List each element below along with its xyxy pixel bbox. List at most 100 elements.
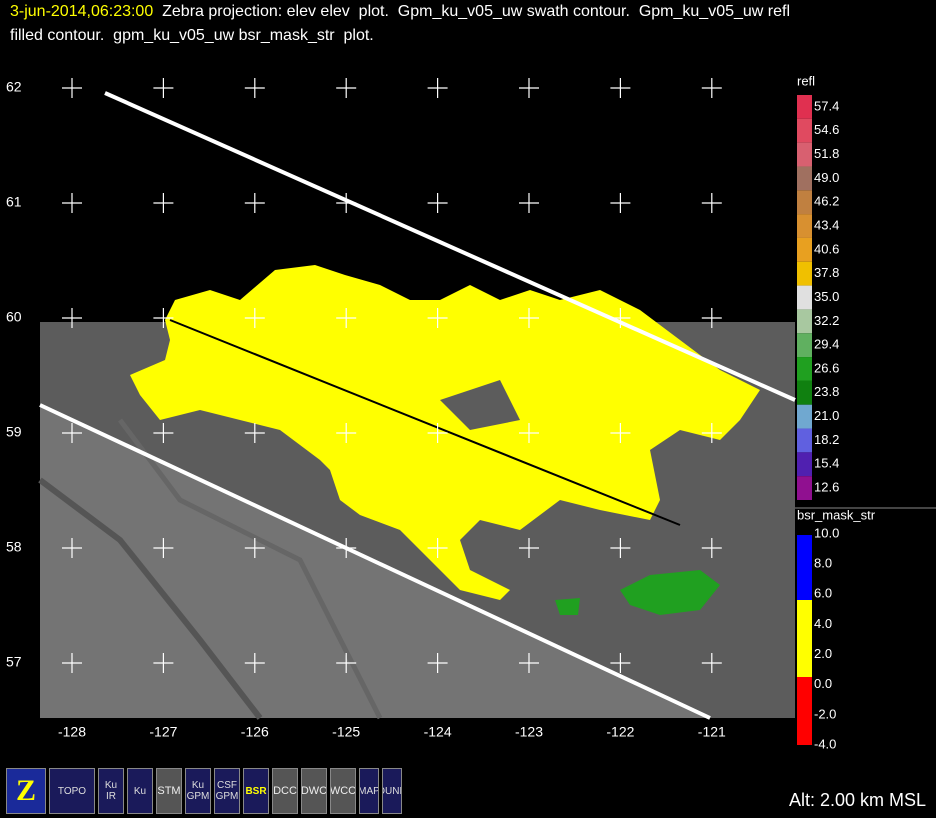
terrain-valley	[38, 477, 263, 720]
legend-swatch	[797, 452, 812, 477]
grid-cross	[701, 538, 722, 558]
legend-label: 15.4	[814, 456, 839, 471]
grid-cross	[610, 653, 631, 673]
grid-cross	[701, 78, 722, 98]
toolbar-button[interactable]: BSR	[243, 768, 269, 814]
legend-label: -4.0	[814, 736, 836, 751]
legend-label: 43.4	[814, 217, 839, 232]
grid-cross	[610, 308, 631, 328]
swath-edge	[39, 403, 711, 720]
grid-cross	[701, 193, 722, 213]
grid-cross	[153, 423, 174, 443]
grid-cross	[427, 653, 448, 673]
lon-label: -122	[606, 724, 634, 740]
legend-swatch	[797, 261, 812, 286]
toolbar-button[interactable]: DCC	[272, 768, 298, 814]
header-text: Zebra projection: elev elev plot. Gpm_ku…	[162, 3, 791, 20]
legend-swatch	[797, 237, 812, 262]
cross-section-line	[169, 319, 681, 526]
grid-cross	[701, 423, 722, 443]
legend-label: 35.0	[814, 289, 839, 304]
grid-cross	[519, 653, 539, 673]
terrain-valley	[118, 418, 383, 720]
grid-cross	[336, 423, 357, 443]
grid-cross	[427, 78, 448, 98]
grid-cross	[336, 308, 357, 328]
grid-cross	[62, 193, 82, 213]
legend-label: 40.6	[814, 241, 839, 256]
lat-label: 59	[6, 424, 22, 440]
legend-label: 12.6	[814, 480, 839, 495]
grid-cross	[427, 193, 448, 213]
legend-label: 4.0	[814, 616, 832, 631]
legend-swatch	[797, 404, 812, 429]
bsr-swatch	[797, 535, 812, 600]
toolbar-button[interactable]: DWC	[301, 768, 327, 814]
legend-swatch	[797, 309, 812, 334]
legend-title: refl	[797, 73, 815, 88]
grid-cross	[610, 78, 631, 98]
lat-label: 58	[6, 539, 22, 555]
grid-cross	[610, 538, 631, 558]
legend-swatch	[797, 333, 812, 358]
legend-label: 10.0	[814, 525, 839, 540]
grid-cross	[519, 423, 539, 443]
grid-cross	[62, 538, 82, 558]
grid-cross	[62, 423, 82, 443]
legend-label: 32.2	[814, 313, 839, 328]
refl-gap	[440, 380, 520, 430]
legend-label: 57.4	[814, 98, 839, 113]
toolbar-button[interactable]: MAP	[359, 768, 379, 814]
legend-label: 21.0	[814, 408, 839, 423]
grid-cross	[519, 538, 539, 558]
toolbar-button[interactable]: STM	[156, 768, 182, 814]
header-line: filled contour. gpm_ku_v05_uw bsr_mask_s…	[10, 27, 374, 44]
lon-label: -126	[241, 724, 269, 740]
refl-cell	[555, 598, 580, 615]
grid-cross	[610, 423, 631, 443]
legend-swatch	[797, 118, 812, 143]
grid-cross	[519, 78, 539, 98]
legend-swatch	[797, 166, 812, 191]
grid-cross	[153, 193, 174, 213]
grid-cross	[244, 193, 265, 213]
lon-label: -128	[58, 724, 86, 740]
legend-swatch	[797, 428, 812, 453]
lat-label: 60	[6, 309, 22, 325]
grid-cross	[153, 538, 174, 558]
lon-label: -127	[149, 724, 177, 740]
legend-label: 0.0	[814, 676, 832, 691]
legend-label: 37.8	[814, 265, 839, 280]
grid-cross	[336, 78, 357, 98]
grid-cross	[427, 423, 448, 443]
grid-cross	[153, 78, 174, 98]
toolbar-button[interactable]: Z	[6, 768, 46, 814]
swath-edge	[104, 91, 796, 402]
grid-cross	[519, 308, 539, 328]
grid-cross	[244, 78, 265, 98]
grid-cross	[701, 308, 722, 328]
grid-cross	[62, 78, 82, 98]
toolbar: Z TOPO Ku IR Ku STM Ku GPM CSF GPM BSR DCC DWC WCC…	[6, 768, 402, 816]
toolbar-button[interactable]: WCC	[330, 768, 356, 814]
toolbar-button[interactable]: Ku IR	[98, 768, 124, 814]
legend-label: 18.2	[814, 432, 839, 447]
grid-cross	[610, 193, 631, 213]
toolbar-button[interactable]: Ku GPM	[185, 768, 211, 814]
grid-cross	[62, 308, 82, 328]
legend-swatch	[797, 357, 812, 381]
toolbar-button[interactable]: TOPO	[49, 768, 95, 814]
grid-cross	[427, 308, 448, 328]
legend-swatch	[797, 95, 812, 119]
grid-cross	[244, 653, 265, 673]
toolbar-button[interactable]: BOUNDS	[382, 768, 402, 814]
legend-swatch	[797, 380, 812, 405]
legend-label: 23.8	[814, 384, 839, 399]
lat-label: 61	[6, 194, 22, 210]
lon-label: -123	[515, 724, 543, 740]
toolbar-button[interactable]: Ku	[127, 768, 153, 814]
legend-label: 46.2	[814, 194, 839, 209]
toolbar-button[interactable]: CSF GPM	[214, 768, 240, 814]
lon-label: -121	[698, 724, 726, 740]
legend-label: 2.0	[814, 646, 832, 661]
